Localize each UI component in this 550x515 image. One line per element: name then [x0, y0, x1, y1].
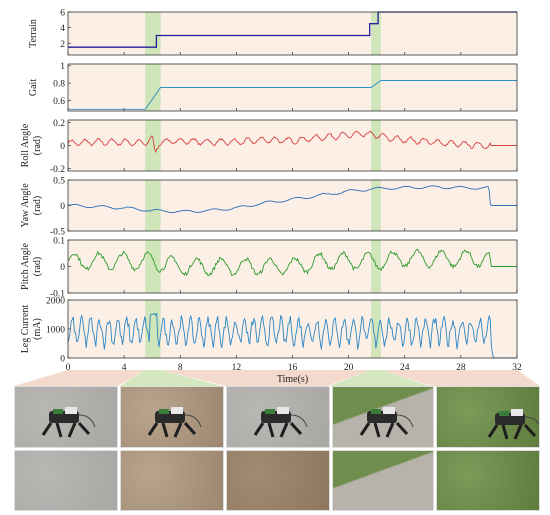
y-tick-label: 0.2	[53, 119, 65, 129]
x-tick-label: 4	[122, 363, 127, 373]
photo-texture	[121, 451, 223, 510]
panel-pitch: 0.1 0 -0.1 Pitch Angle (rad)	[20, 237, 518, 300]
terrain-photo-dirt	[120, 450, 224, 511]
highlight-band-1	[145, 300, 161, 358]
highlight-band-1	[145, 120, 161, 171]
photo-texture	[15, 451, 117, 510]
y-tick-label: 2000	[46, 297, 65, 307]
highlight-band-2	[371, 12, 381, 55]
panel-background	[68, 120, 517, 171]
x-tick-label: 20	[344, 363, 354, 373]
current-series-line	[67, 312, 517, 359]
y-tick-label: 0	[60, 202, 65, 212]
terrain-photo-grass-robot	[436, 386, 540, 448]
y-axis-label-line-2: (rad)	[32, 196, 43, 215]
pointer-wedge-4	[329, 370, 430, 386]
y-tick-label: 0.1	[53, 237, 65, 247]
x-tick-label: 0	[66, 363, 71, 373]
quadruped-robot-icon	[141, 401, 205, 446]
pointer-wedge-5	[380, 370, 540, 386]
y-tick-label: 4	[60, 24, 65, 34]
gait-series-line	[68, 80, 517, 110]
terrain-photo-asphalt-robot-2	[226, 386, 330, 448]
highlight-band-2	[371, 120, 381, 171]
y-tick-label: 0	[60, 142, 65, 152]
quadruped-robot-icon	[353, 401, 417, 446]
panel-background	[68, 12, 517, 55]
y-axis-label-line-2: (mA)	[32, 318, 43, 340]
quadruped-robot-icon	[247, 401, 311, 446]
x-tick-label: 32	[512, 363, 522, 373]
y-axis-label-line-1: Pitch Angle	[20, 242, 31, 290]
roll-series-line	[67, 130, 517, 154]
y-axis-label-line-1: Leg Current	[20, 304, 31, 353]
panel-background	[68, 240, 517, 293]
panel-terrain: 6 4 2 Terrain	[28, 9, 518, 56]
terrain-photo-asphalt	[14, 450, 118, 511]
highlight-band-2	[371, 300, 381, 358]
y-tick-label: 0	[60, 355, 65, 365]
highlight-band-1	[145, 12, 161, 55]
y-axis-label-line-2: (rad)	[32, 136, 43, 155]
y-axis-label: Terrain	[28, 19, 39, 48]
terrain-photo-dirt-robot	[120, 386, 224, 448]
y-axis-label: Gait	[28, 79, 39, 96]
terrain-photo-grass	[436, 450, 540, 511]
pointer-wedge-3	[160, 370, 372, 386]
panel-background	[68, 180, 517, 231]
terrain-photo-strip	[14, 386, 540, 511]
y-tick-label: 0.8	[53, 80, 65, 90]
x-axis-label: Time(s)	[277, 374, 308, 385]
photo-texture	[437, 451, 539, 510]
x-tick-label: 16	[288, 363, 298, 373]
y-tick-label: 0	[60, 263, 65, 273]
pointer-wedge-1	[14, 370, 146, 386]
highlight-band-2	[371, 240, 381, 293]
pitch-series-line	[67, 248, 517, 277]
highlight-band-1	[145, 180, 161, 231]
quadruped-robot-icon	[481, 403, 539, 447]
x-tick-label: 24	[400, 363, 410, 373]
photo-texture	[333, 451, 433, 510]
y-tick-label: 0.5	[53, 177, 65, 187]
x-tick-label: 8	[178, 363, 183, 373]
highlight-band-1	[145, 240, 161, 293]
y-tick-label: 1	[60, 62, 65, 72]
quadruped-robot-icon	[35, 401, 99, 446]
highlight-band-2	[371, 180, 381, 231]
yaw-series-line	[67, 185, 517, 214]
y-tick-label: -0.5	[50, 228, 65, 238]
terrain-photo-grass-edge	[332, 450, 434, 511]
terrain-series-line	[68, 11, 517, 48]
panel-current: 2000 1000 0 Leg Current (mA) 0 4 8 12 16 20 24 28 32 T…	[20, 297, 522, 386]
terrain-photo-gravel-soil	[226, 450, 330, 511]
highlight-band-1	[145, 64, 161, 111]
highlight-band-2	[371, 64, 381, 111]
y-axis-label-line-1: Roll Angle	[20, 123, 31, 167]
terrain-photo-grass-edge-robot	[332, 386, 434, 448]
photo-pointers	[14, 370, 540, 386]
photo-texture	[227, 451, 329, 510]
y-tick-label: -0.2	[50, 165, 65, 175]
y-tick-label: 6	[60, 9, 65, 19]
y-tick-label: 2	[60, 40, 65, 50]
panel-roll: 0.2 0 -0.2 Roll Angle (rad)	[20, 119, 518, 175]
y-tick-label: -0.1	[50, 290, 65, 300]
y-axis-label-line-2: (rad)	[32, 257, 43, 276]
panel-gait: 1 0.8 0.6 Gait	[28, 62, 518, 112]
y-tick-label: 1000	[46, 326, 65, 336]
y-tick-label: 0.6	[53, 97, 65, 107]
x-tick-label: 28	[456, 363, 466, 373]
x-tick-label: 12	[232, 363, 242, 373]
panel-yaw: 0.5 0 -0.5 Yaw Angle (rad)	[20, 177, 518, 238]
y-axis-label-line-1: Yaw Angle	[20, 183, 31, 228]
pointer-wedge-2	[120, 370, 222, 386]
terrain-photo-asphalt-robot	[14, 386, 118, 448]
panel-background	[68, 300, 517, 358]
